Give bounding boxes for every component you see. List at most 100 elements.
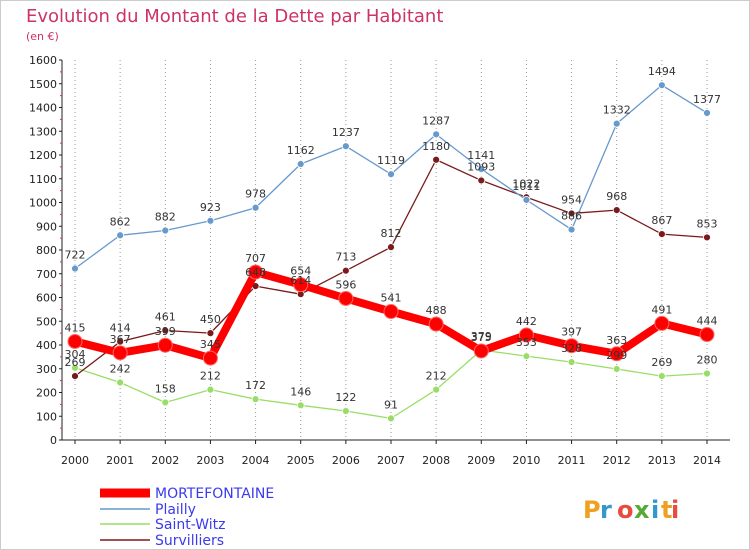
data-point (428, 316, 444, 332)
data-label: 269 (65, 356, 86, 369)
data-label: 1237 (332, 126, 360, 139)
data-label: 1011 (512, 180, 540, 193)
data-label: 461 (155, 311, 176, 324)
data-label: 379 (471, 330, 492, 343)
data-point (116, 378, 125, 387)
data-label: 1377 (693, 93, 721, 106)
x-tick-label: 2000 (61, 454, 89, 467)
data-label: 444 (697, 315, 718, 328)
data-point (432, 130, 441, 139)
data-point (161, 326, 170, 335)
data-point (387, 170, 395, 179)
y-tick-label: 600 (36, 292, 57, 305)
logo-letter: x (634, 496, 650, 524)
x-tick-label: 2009 (467, 454, 495, 467)
data-point (612, 206, 621, 215)
data-point (703, 233, 711, 242)
x-tick-label: 2004 (242, 454, 270, 467)
data-label: 853 (697, 217, 718, 230)
y-tick-label: 0 (50, 434, 57, 447)
data-label: 596 (335, 278, 356, 291)
data-label: 648 (245, 266, 266, 279)
data-point (157, 337, 173, 353)
data-label: 923 (200, 201, 221, 214)
data-point (564, 338, 580, 354)
y-tick-label: 1100 (29, 173, 57, 186)
data-label: 1162 (287, 144, 315, 157)
x-tick-label: 2010 (512, 454, 540, 467)
data-point (432, 155, 441, 164)
y-tick-label: 1400 (29, 102, 57, 115)
data-label: 654 (290, 265, 311, 278)
data-label: 1022 (512, 177, 540, 190)
data-label: 488 (426, 304, 447, 317)
data-point (654, 315, 670, 331)
data-point (293, 277, 309, 293)
chart-title: Evolution du Montant de la Dette par Hab… (26, 6, 443, 27)
data-label: 299 (606, 349, 627, 362)
data-label: 304 (65, 348, 86, 361)
data-label: 328 (561, 342, 582, 355)
data-point (248, 264, 264, 280)
data-label: 707 (245, 252, 266, 265)
data-label: 450 (200, 313, 221, 326)
data-label: 1287 (422, 114, 450, 127)
data-label: 269 (651, 356, 672, 369)
data-label: 442 (516, 315, 537, 328)
data-point (206, 385, 215, 394)
data-label: 968 (606, 190, 627, 203)
data-label: 363 (606, 334, 627, 347)
data-label: 122 (335, 391, 356, 404)
data-point (116, 231, 125, 240)
data-point (206, 216, 215, 225)
data-point (612, 365, 621, 373)
data-point (657, 81, 666, 90)
data-point (387, 243, 395, 252)
chart-subtitle: (en €) (26, 30, 59, 43)
axes: 0 100 200 300 400 500 600 700 800 900 1000 1100 1200… (29, 54, 730, 467)
data-label: 1332 (603, 104, 631, 117)
data-label: 172 (245, 379, 266, 392)
y-tick-label: 800 (36, 244, 57, 257)
data-point (67, 333, 83, 349)
data-label: 722 (65, 249, 86, 262)
y-tick-label: 300 (36, 363, 57, 376)
data-label: 242 (110, 363, 131, 376)
data-point (161, 226, 170, 235)
data-point (71, 363, 79, 372)
data-label: 886 (561, 210, 582, 223)
data-label: 862 (110, 215, 131, 228)
data-point (567, 209, 576, 218)
logo-letter: t (661, 496, 672, 524)
data-point (341, 266, 350, 275)
data-label: 375 (471, 331, 492, 344)
data-point (699, 327, 715, 343)
data-point (432, 385, 441, 394)
legend-label: Saint-Witz (155, 517, 225, 533)
legend-label: Survilliers (155, 533, 224, 549)
logo-letter: o (617, 496, 634, 524)
y-tick-label: 1600 (29, 54, 57, 67)
y-tick-label: 100 (36, 410, 57, 423)
legend: MORTEFONTAINEPlaillySaint-WitzSurvillier… (100, 486, 274, 549)
data-point (161, 398, 170, 407)
data-label: 353 (516, 336, 537, 349)
y-tick-label: 1000 (29, 197, 57, 210)
data-label: 1093 (467, 160, 495, 173)
data-label: 212 (200, 370, 221, 383)
data-label: 280 (697, 354, 718, 367)
data-label: 954 (561, 193, 582, 206)
y-tick-label: 1200 (29, 149, 57, 162)
data-point (341, 407, 350, 415)
data-label: 1494 (648, 65, 676, 78)
data-point (112, 345, 128, 361)
data-point (296, 160, 305, 168)
data-label: 812 (381, 227, 402, 240)
x-tick-label: 2005 (287, 454, 315, 467)
x-tick-label: 2006 (332, 454, 360, 467)
data-label: 867 (651, 214, 672, 227)
logo-letter: r (600, 496, 612, 524)
